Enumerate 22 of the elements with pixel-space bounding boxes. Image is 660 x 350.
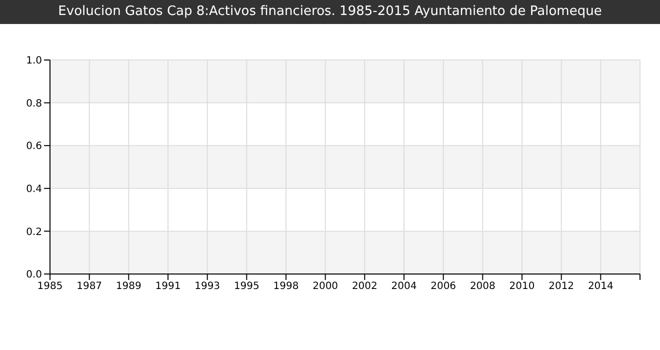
x-tick-label: 2000 bbox=[312, 281, 338, 292]
y-tick-label: 1.0 bbox=[26, 56, 42, 67]
x-tick-label: 1989 bbox=[116, 281, 142, 292]
y-tick-label: 0.2 bbox=[26, 226, 42, 238]
y-tick-label: 0.4 bbox=[26, 184, 42, 195]
x-tick-label: 2008 bbox=[470, 281, 496, 292]
y-tick-label: 0.0 bbox=[26, 270, 42, 281]
y-tick-label: 0.6 bbox=[26, 141, 42, 152]
y-tick-label: 0.8 bbox=[26, 98, 42, 110]
x-tick-label: 2014 bbox=[588, 281, 614, 292]
x-tick-label: 1995 bbox=[234, 281, 260, 292]
x-tick-label: 2004 bbox=[391, 281, 417, 292]
chart-title: Evolucion Gatos Cap 8:Activos financieros. 1985-2015 Ayuntamiento de Palomeque bbox=[0, 0, 660, 24]
x-tick-label: 2010 bbox=[509, 281, 535, 292]
x-tick-label: 1993 bbox=[194, 281, 220, 292]
x-tick-label: 2006 bbox=[430, 281, 456, 292]
x-tick-label: 1985 bbox=[37, 281, 63, 292]
x-tick-label: 1991 bbox=[155, 281, 181, 292]
x-tick-label: 2012 bbox=[548, 281, 574, 292]
x-tick-label: 1998 bbox=[273, 281, 299, 292]
x-tick-label: 2002 bbox=[352, 281, 378, 292]
x-tick-label: 1987 bbox=[76, 281, 102, 292]
